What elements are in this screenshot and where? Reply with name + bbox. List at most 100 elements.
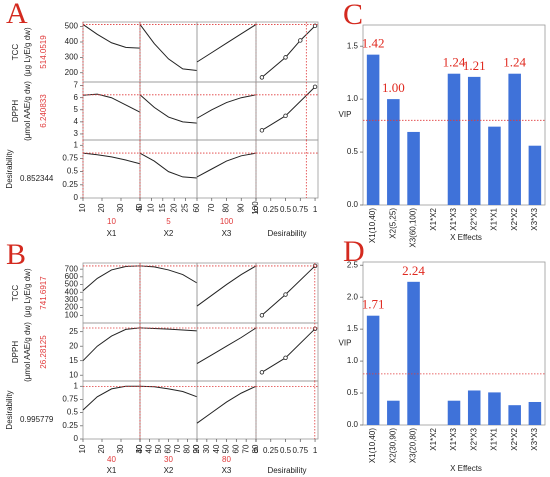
x-tick-label: X1(10,40) bbox=[368, 428, 377, 463]
x-tick-label: 40 bbox=[212, 444, 221, 453]
x-tick-label: X2(5,25) bbox=[388, 208, 397, 239]
y-tick-label: 2.5 bbox=[347, 260, 359, 269]
y-tick-label: 2.0 bbox=[347, 292, 359, 301]
x-tick-label: 25 bbox=[181, 203, 190, 212]
x-tick-label: 10 bbox=[147, 203, 156, 212]
x-tick-label: 20 bbox=[97, 444, 106, 453]
bar bbox=[488, 126, 501, 205]
cell-frame bbox=[196, 81, 257, 141]
desirability-point bbox=[259, 370, 265, 375]
y-tick-label: 1.0 bbox=[347, 94, 359, 103]
y-tick-label: 4 bbox=[74, 117, 79, 126]
x-tick-label: 80 bbox=[222, 203, 231, 212]
bar bbox=[508, 73, 521, 206]
desirability-point bbox=[283, 55, 288, 60]
panel-letter: A bbox=[6, 0, 28, 30]
x-tick-label: X1*X1 bbox=[490, 427, 499, 450]
factor-current: 10 bbox=[107, 217, 116, 226]
y-tick-label: 20 bbox=[69, 341, 78, 350]
factor-current: 80 bbox=[222, 455, 231, 464]
axis-name: Desirability bbox=[267, 466, 306, 475]
factor-current: 5 bbox=[166, 217, 171, 226]
x-tick-label: X3(20,80) bbox=[409, 428, 418, 463]
y-axis-label: VIP bbox=[339, 339, 352, 348]
bar bbox=[387, 400, 400, 425]
cell-frame bbox=[255, 21, 319, 83]
y-tick-label: 200 bbox=[65, 303, 79, 312]
y-tick-label: 300 bbox=[65, 52, 79, 61]
bar bbox=[447, 400, 461, 425]
y-tick-label: 25 bbox=[69, 327, 78, 336]
x-tick-label: 40 bbox=[135, 444, 144, 453]
y-tick-label: 200 bbox=[65, 68, 79, 77]
x-tick-label: 0.5 bbox=[280, 205, 292, 214]
bar bbox=[528, 145, 542, 205]
response-name: TCC bbox=[11, 44, 20, 61]
x-tick-label: 1 bbox=[313, 446, 318, 455]
response-current: 26.28125 bbox=[39, 335, 48, 369]
y-tick-label: 0.5 bbox=[67, 408, 79, 417]
response-current: 741.6917 bbox=[39, 276, 48, 310]
value-label: 1.71 bbox=[362, 297, 385, 312]
response-current: 6.240833 bbox=[39, 94, 48, 128]
x-tick-label: X2*X2 bbox=[510, 207, 519, 230]
factor-name: X1 bbox=[107, 229, 117, 238]
desirability-point bbox=[312, 23, 318, 29]
profile-curve bbox=[196, 327, 257, 365]
x-tick-label: 80 bbox=[251, 444, 260, 453]
y-tick-label: 0.5 bbox=[347, 147, 359, 156]
bar bbox=[407, 131, 420, 205]
y-tick-label: 0.25 bbox=[62, 180, 78, 189]
x-tick-label: 0 bbox=[254, 446, 259, 455]
bar bbox=[467, 390, 481, 425]
y-tick-label: 10 bbox=[69, 370, 78, 379]
x-tick-label: 5 bbox=[135, 205, 144, 210]
x-tick-label: 0.75 bbox=[292, 446, 308, 455]
y-tick-label: 0.75 bbox=[62, 154, 78, 163]
bar bbox=[366, 315, 380, 425]
bar bbox=[488, 392, 501, 425]
y-tick-label: 0.5 bbox=[347, 388, 359, 397]
cell-frame bbox=[255, 81, 319, 141]
profile-curve bbox=[196, 94, 257, 119]
response-unit: (μg LyE/g dw) bbox=[23, 268, 32, 318]
value-label: 2.24 bbox=[402, 263, 425, 278]
factor-name: X2 bbox=[164, 466, 174, 475]
factor-name: X3 bbox=[222, 229, 232, 238]
desirability-point bbox=[283, 292, 288, 297]
profile-curve bbox=[139, 265, 198, 284]
x-tick-label: X1*X2 bbox=[429, 207, 438, 230]
x-tick-label: 50 bbox=[154, 444, 163, 453]
x-axis-label: X Effects bbox=[450, 233, 482, 242]
desirability-point bbox=[259, 313, 265, 318]
bar bbox=[366, 54, 380, 205]
cell-frame bbox=[196, 262, 257, 324]
x-tick-label: X1(10,40) bbox=[368, 208, 377, 243]
x-axis-label: X Effects bbox=[450, 464, 482, 473]
response-current: 0.852344 bbox=[20, 174, 54, 183]
x-tick-label: 20 bbox=[169, 203, 178, 212]
desirability-function bbox=[261, 25, 316, 78]
cell-frame bbox=[139, 262, 198, 324]
x-tick-label: 90 bbox=[192, 444, 201, 453]
factor-current: 100 bbox=[220, 217, 234, 226]
profile-curve bbox=[82, 385, 140, 411]
y-tick-label: 1.0 bbox=[347, 356, 359, 365]
profile-curve bbox=[82, 24, 141, 49]
y-tick-label: 700 bbox=[65, 264, 79, 273]
y-tick-label: 600 bbox=[65, 272, 79, 281]
cell-frame bbox=[139, 139, 198, 199]
y-tick-label: 0.0 bbox=[347, 200, 359, 209]
x-tick-label: 40 bbox=[145, 444, 154, 453]
x-tick-label: 40 bbox=[135, 203, 144, 212]
desirability-function bbox=[261, 328, 316, 373]
y-tick-label: 15 bbox=[69, 356, 78, 365]
x-tick-label: 20 bbox=[97, 203, 106, 212]
value-label: 1.42 bbox=[362, 36, 385, 51]
y-tick-label: 500 bbox=[65, 22, 79, 31]
bar bbox=[407, 281, 420, 425]
x-tick-label: X2*X2 bbox=[510, 427, 519, 450]
desirability-point bbox=[259, 75, 265, 80]
factor-name: X3 bbox=[222, 466, 232, 475]
